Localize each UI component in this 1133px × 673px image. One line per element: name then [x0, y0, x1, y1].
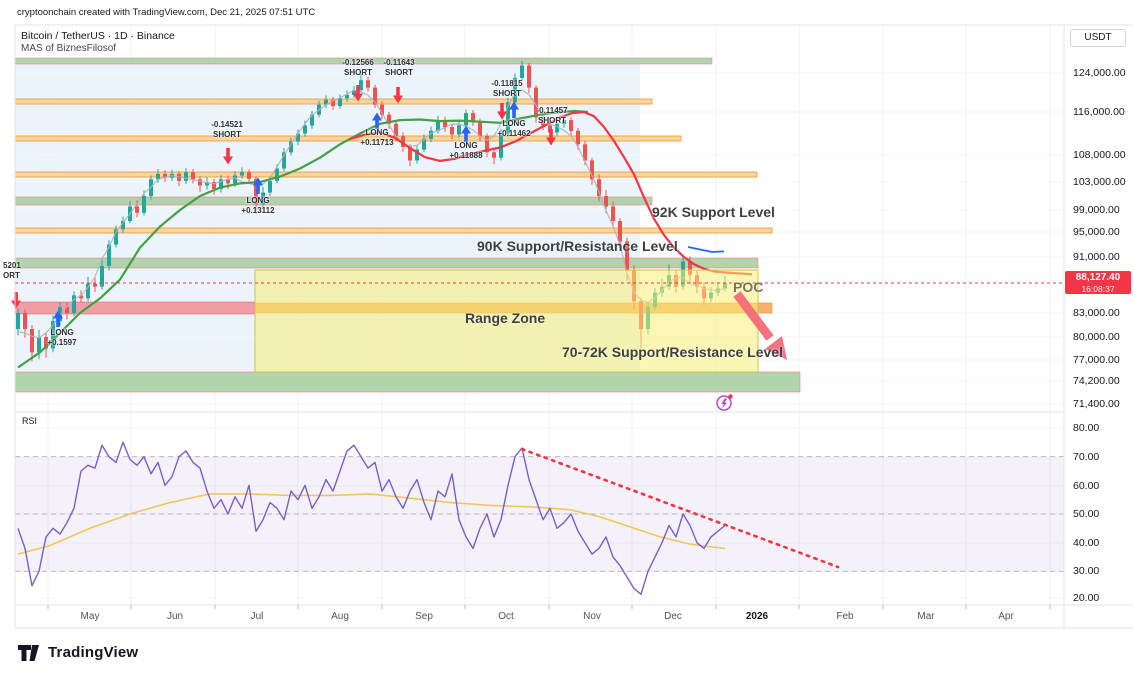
- annotation-92k-support[interactable]: 92K Support Level: [652, 204, 775, 220]
- annotation-poc[interactable]: POC: [733, 279, 764, 295]
- annotation-70-72k-support-resistance[interactable]: 70-72K Support/Resistance Level: [562, 344, 783, 360]
- month-label: Jun: [166, 611, 184, 622]
- month-label: May: [80, 611, 100, 622]
- attribution-text: cryptoonchain created with TradingView.c…: [17, 7, 316, 18]
- month-label: Jul: [250, 611, 264, 622]
- month-label: Mar: [917, 611, 935, 622]
- price-tick-label: 77,000.00: [1073, 354, 1120, 366]
- rsi-tick-label: 50.00: [1073, 508, 1100, 520]
- price-tick-label: 71,400.00: [1073, 398, 1120, 410]
- price-tick-label: 91,000.00: [1073, 251, 1120, 263]
- price-tick-label: 74,200.00: [1073, 375, 1120, 387]
- rsi-tick-label: 20.00: [1073, 592, 1100, 604]
- rsi-tick-label: 70.00: [1073, 451, 1100, 463]
- signal-label-short: -0.11643 SHORT: [383, 58, 415, 77]
- price-tick-label: 99,000.00: [1073, 204, 1120, 216]
- signal-label-0.11888: LONG +0.11888: [449, 141, 483, 160]
- tradingview-logo[interactable]: TradingView: [17, 641, 138, 663]
- annotation-90k-support-resistance[interactable]: 90K Support/Resistance Level: [477, 238, 678, 254]
- month-label: Feb: [836, 611, 854, 622]
- month-label: Sep: [415, 611, 433, 622]
- price-tick-label: 83,000.00: [1073, 307, 1120, 319]
- signal-label-short: -0.14521 SHORT: [211, 120, 243, 139]
- signal-label-edge: 5201 ORT: [3, 261, 21, 280]
- tradingview-logo-text: TradingView: [48, 643, 139, 661]
- indicator-title[interactable]: MAS of BiznesFilosof: [21, 43, 117, 54]
- price-tick-label: 95,000.00: [1073, 226, 1120, 238]
- month-label: Nov: [583, 611, 601, 622]
- price-tick-label: 124,000.00: [1073, 67, 1126, 79]
- month-label: Aug: [331, 611, 349, 622]
- symbol-title[interactable]: Bitcoin / TetherUS · 1D · Binance: [21, 30, 175, 42]
- rsi-pane-label[interactable]: RSI: [20, 416, 40, 426]
- signal-label-0.11713: LONG +0.11713: [360, 128, 394, 147]
- rsi-tick-label: 80.00: [1073, 422, 1100, 434]
- currency-toggle-button[interactable]: USDT: [1070, 29, 1126, 47]
- last-price-label: 88,127.40 16:08:37: [1065, 271, 1131, 294]
- signal-label-0.13112: LONG +0.13112: [241, 196, 275, 215]
- rsi-tick-label: 40.00: [1073, 537, 1100, 549]
- month-label: Dec: [664, 611, 682, 622]
- rsi-tick-label: 60.00: [1073, 480, 1100, 492]
- price-tick-label: 116,000.00: [1073, 106, 1125, 118]
- signal-label-0.1597: LONG +0.1597: [47, 328, 77, 347]
- price-tick-label: 103,000.00: [1073, 176, 1126, 188]
- signal-label-short: -0.12566 SHORT: [342, 58, 374, 77]
- price-tick-label: 80,000.00: [1073, 331, 1120, 343]
- countdown-timer: 16:08:37: [1081, 284, 1115, 294]
- rsi-tick-label: 30.00: [1073, 565, 1100, 577]
- price-tick-label: 108,000.00: [1073, 149, 1126, 161]
- tradingview-logo-icon: [18, 645, 39, 661]
- signal-label-0.11462: LONG +0.11462: [497, 119, 531, 138]
- signal-label-short: -0.11815 SHORT: [491, 79, 523, 98]
- signal-label-short: -0.11457 SHORT: [536, 106, 568, 125]
- flash-action-icon: [716, 394, 733, 411]
- month-label: Apr: [998, 611, 1014, 622]
- last-price-value: 88,127.40: [1075, 272, 1121, 283]
- annotation-range-zone[interactable]: Range Zone: [465, 310, 546, 326]
- month-label: Oct: [498, 611, 514, 622]
- month-label: 2026: [745, 611, 769, 622]
